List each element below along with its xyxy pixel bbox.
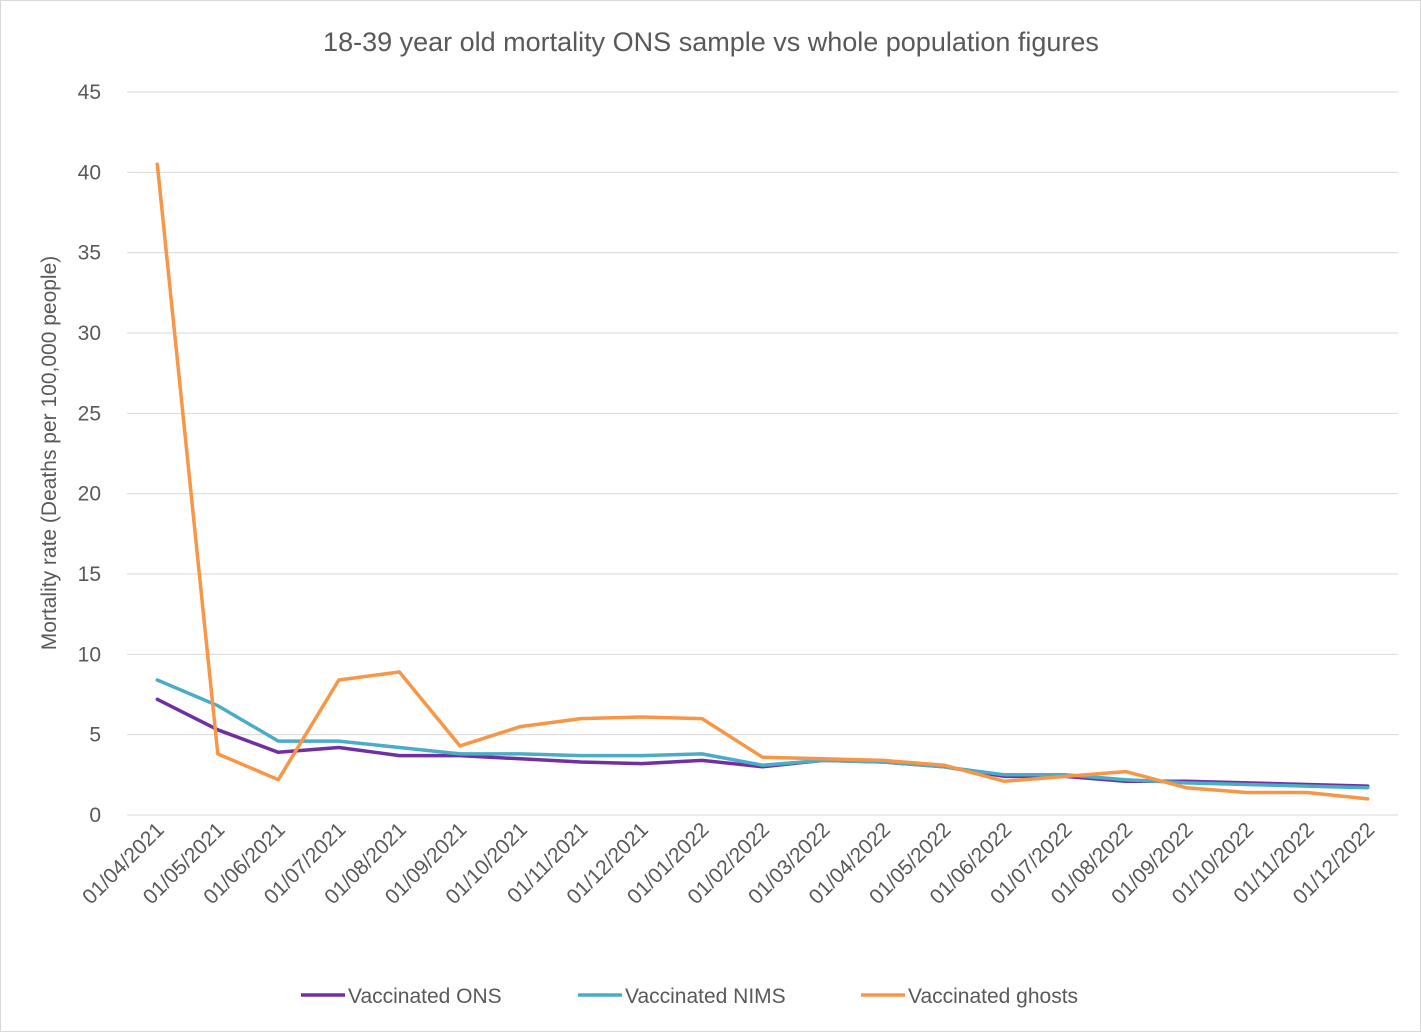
legend-label: Vaccinated ghosts [908, 985, 1078, 1008]
gridlines [127, 91, 1398, 816]
series-lines [155, 162, 1370, 801]
legend-label: Vaccinated ONS [348, 985, 502, 1008]
y-tick-label: 5 [89, 724, 101, 747]
y-tick-label: 35 [78, 242, 101, 265]
series-line-1 [155, 678, 1370, 790]
y-tick-label: 0 [89, 804, 101, 827]
y-tick-label: 15 [78, 563, 101, 586]
series-line-2 [155, 162, 1370, 801]
y-tick-label: 25 [78, 402, 101, 425]
y-axis-ticks: 0 5 10 15 20 25 30 35 40 45 [78, 81, 101, 827]
chart-title: 18-39 year old mortality ONS sample vs w… [323, 27, 1099, 57]
y-tick-label: 45 [78, 81, 101, 104]
y-tick-label: 20 [78, 483, 101, 506]
y-tick-label: 10 [78, 643, 101, 666]
legend: Vaccinated ONS Vaccinated NIMS Vaccinated … [301, 985, 1078, 1008]
y-axis-label: Mortality rate (Deaths per 100,000 peopl… [38, 256, 61, 651]
x-axis-ticks: 01/04/202101/05/202101/06/202101/07/2021… [78, 818, 1379, 909]
y-tick-label: 30 [78, 322, 101, 345]
legend-label: Vaccinated NIMS [625, 985, 786, 1008]
y-tick-label: 40 [78, 161, 101, 184]
